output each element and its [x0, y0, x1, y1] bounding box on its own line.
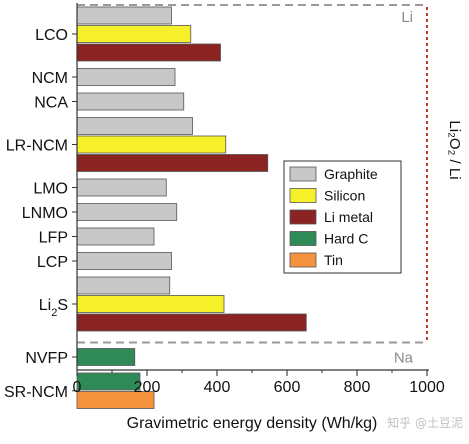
- bar-nca-graphite: [76, 92, 185, 111]
- category-label: LR-NCM: [6, 138, 68, 155]
- legend-swatch-li-metal: [289, 209, 317, 225]
- x-tick-label: 400: [204, 379, 231, 396]
- legend-label-silicon: Silicon: [324, 188, 365, 204]
- category-label: SR-NCM: [4, 384, 68, 401]
- x-tick-label: 800: [344, 379, 371, 396]
- bar-nvfp-hard-c: [76, 348, 136, 366]
- bar-lis-li-metal: [76, 313, 307, 332]
- legend-swatch-silicon: [289, 188, 317, 203]
- legend-label-graphite: Graphite: [324, 166, 378, 182]
- bar-lfp-graphite: [76, 227, 155, 246]
- bar-lr-ncm-silicon: [76, 135, 227, 154]
- watermark-text: 知乎 @土豆泥: [387, 416, 463, 430]
- category-label: LMO: [33, 181, 68, 198]
- x-tick-label: 600: [274, 379, 301, 396]
- bar-sr-ncm-tin: [76, 391, 155, 409]
- li2o2-label: Li₂O₂ / Li: [446, 120, 463, 179]
- category-label: LNMO: [22, 205, 68, 222]
- legend-swatch-graphite: [289, 166, 317, 182]
- category-label: LFP: [39, 230, 68, 247]
- bar-lco-silicon: [76, 25, 192, 43]
- legend-swatch-tin: [289, 252, 317, 268]
- category-label: LCO: [35, 27, 68, 44]
- x-axis-label: Gravimetric energy density (Wh/kg): [127, 415, 378, 432]
- bar-lnmo-graphite: [76, 203, 178, 221]
- bar-lr-ncm-graphite: [76, 117, 193, 135]
- bar-lr-ncm-li-metal: [76, 154, 269, 172]
- na-region-label: Na: [394, 350, 414, 367]
- x-tick-label: 200: [134, 379, 161, 396]
- legend-label-tin: Tin: [324, 252, 343, 268]
- legend-label-li-metal: Li metal: [324, 209, 373, 225]
- category-label: NCM: [32, 70, 68, 87]
- bar-lis-graphite: [76, 276, 171, 295]
- category-label: LCP: [37, 254, 68, 271]
- bar-ncm-graphite: [76, 68, 176, 86]
- legend-swatch-hard-c: [289, 231, 317, 246]
- li-region-label: Li: [401, 9, 413, 26]
- bar-lmo-graphite: [76, 178, 167, 197]
- bar-lco-li-metal: [76, 43, 221, 62]
- category-label: NVFP: [25, 350, 68, 367]
- legend-label-hard-c: Hard C: [324, 231, 368, 247]
- x-tick-label: 0: [73, 379, 82, 396]
- x-tick-label: 1000: [409, 379, 445, 396]
- category-label: Li2S: [39, 297, 68, 319]
- bar-lis-silicon: [76, 295, 225, 313]
- bar-sr-ncm-hard-c: [76, 372, 141, 391]
- bar-lco-graphite: [76, 6, 172, 25]
- category-label: NCA: [34, 95, 68, 112]
- bar-lcp-graphite: [76, 252, 172, 270]
